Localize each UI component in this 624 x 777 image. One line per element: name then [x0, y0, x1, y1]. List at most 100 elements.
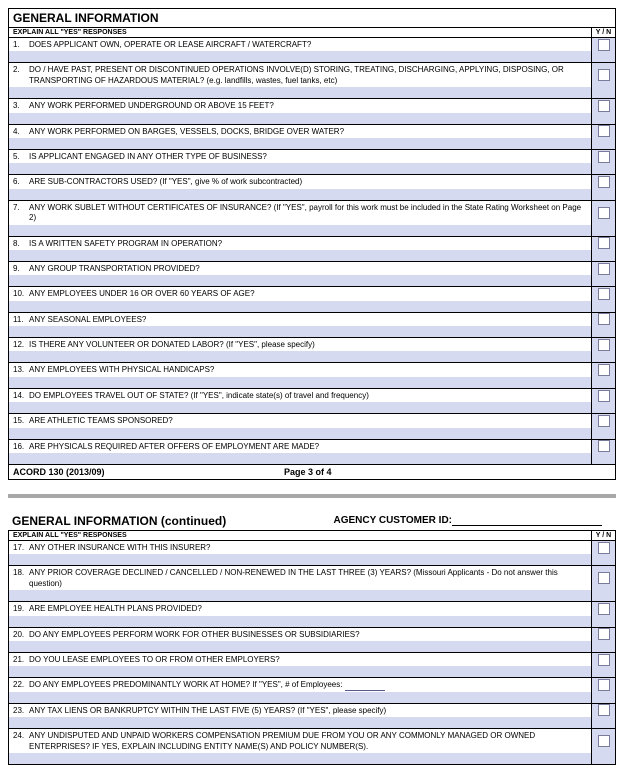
explain-label-2: EXPLAIN ALL "YES" RESPONSES: [9, 531, 591, 540]
question-number: 5.: [13, 152, 29, 162]
question-text: DO ANY EMPLOYEES PERFORM WORK FOR OTHER …: [29, 630, 587, 640]
question-row: 8.IS A WRITTEN SAFETY PROGRAM IN OPERATI…: [9, 237, 615, 262]
yn-checkbox[interactable]: [598, 440, 610, 452]
yn-checkbox[interactable]: [598, 364, 610, 376]
response-field[interactable]: [9, 616, 591, 627]
response-field[interactable]: [9, 692, 591, 703]
yn-checkbox[interactable]: [598, 603, 610, 615]
question-number: 18.: [13, 568, 29, 589]
response-field[interactable]: [9, 717, 591, 728]
question-text: DO YOU LEASE EMPLOYEES TO OR FROM OTHER …: [29, 655, 587, 665]
yn-checkbox[interactable]: [598, 654, 610, 666]
question-text: DOES APPLICANT OWN, OPERATE OR LEASE AIR…: [29, 40, 587, 50]
question-text: ANY EMPLOYEES UNDER 16 OR OVER 60 YEARS …: [29, 289, 587, 299]
response-field[interactable]: [9, 641, 591, 652]
yn-checkbox[interactable]: [598, 704, 610, 716]
question-row: 2.DO / HAVE PAST, PRESENT OR DISCONTINUE…: [9, 63, 615, 99]
question-number: 11.: [13, 315, 29, 325]
question-row: 9.ANY GROUP TRANSPORTATION PROVIDED?: [9, 262, 615, 287]
yn-checkbox[interactable]: [598, 263, 610, 275]
question-number: 3.: [13, 101, 29, 111]
question-text: IS APPLICANT ENGAGED IN ANY OTHER TYPE O…: [29, 152, 587, 162]
question-list-2: 17.ANY OTHER INSURANCE WITH THIS INSURER…: [9, 541, 615, 764]
response-field[interactable]: [9, 113, 591, 124]
question-text: ANY TAX LIENS OR BANKRUPTCY WITHIN THE L…: [29, 706, 587, 716]
question-row: 5.IS APPLICANT ENGAGED IN ANY OTHER TYPE…: [9, 150, 615, 175]
response-field[interactable]: [9, 666, 591, 677]
question-row: 16.ARE PHYSICALS REQUIRED AFTER OFFERS O…: [9, 440, 615, 464]
question-row: 18.ANY PRIOR COVERAGE DECLINED / CANCELL…: [9, 566, 615, 602]
question-text: ANY OTHER INSURANCE WITH THIS INSURER?: [29, 543, 587, 553]
question-number: 14.: [13, 391, 29, 401]
yn-checkbox[interactable]: [598, 125, 610, 137]
yn-checkbox[interactable]: [598, 390, 610, 402]
question-text: IS THERE ANY VOLUNTEER OR DONATED LABOR?…: [29, 340, 587, 350]
question-text: ARE PHYSICALS REQUIRED AFTER OFFERS OF E…: [29, 442, 587, 452]
yn-checkbox[interactable]: [598, 151, 610, 163]
question-row: 13.ANY EMPLOYEES WITH PHYSICAL HANDICAPS…: [9, 363, 615, 388]
yn-checkbox[interactable]: [598, 679, 610, 691]
yn-checkbox[interactable]: [598, 288, 610, 300]
question-text: ANY GROUP TRANSPORTATION PROVIDED?: [29, 264, 587, 274]
response-field[interactable]: [9, 301, 591, 312]
response-field[interactable]: [9, 753, 591, 764]
agency-customer-id-field[interactable]: [452, 525, 602, 526]
yn-checkbox[interactable]: [598, 339, 610, 351]
yn-checkbox[interactable]: [598, 237, 610, 249]
response-field[interactable]: [9, 326, 591, 337]
question-text: ANY EMPLOYEES WITH PHYSICAL HANDICAPS?: [29, 365, 587, 375]
agency-customer-id-label: AGENCY CUSTOMER ID:: [333, 515, 602, 528]
yn-checkbox[interactable]: [598, 542, 610, 554]
yn-checkbox[interactable]: [598, 415, 610, 427]
yn-checkbox[interactable]: [598, 69, 610, 81]
question-text: ARE ATHLETIC TEAMS SPONSORED?: [29, 416, 587, 426]
response-field[interactable]: [9, 351, 591, 362]
question-row: 11.ANY SEASONAL EMPLOYEES?: [9, 313, 615, 338]
yn-checkbox[interactable]: [598, 39, 610, 51]
response-field[interactable]: [9, 402, 591, 413]
question-row: 21.DO YOU LEASE EMPLOYEES TO OR FROM OTH…: [9, 653, 615, 678]
sub-header-2: EXPLAIN ALL "YES" RESPONSES Y / N: [9, 531, 615, 541]
question-number: 20.: [13, 630, 29, 640]
question-number: 16.: [13, 442, 29, 452]
question-number: 4.: [13, 127, 29, 137]
form-page-3: GENERAL INFORMATION EXPLAIN ALL "YES" RE…: [8, 8, 616, 480]
question-text: ANY SEASONAL EMPLOYEES?: [29, 315, 587, 325]
footer-page-number: Page 3 of 4: [284, 467, 332, 477]
yn-checkbox[interactable]: [598, 628, 610, 640]
employee-count-field[interactable]: [345, 690, 385, 691]
response-field[interactable]: [9, 189, 591, 200]
response-field[interactable]: [9, 51, 591, 62]
yn-checkbox[interactable]: [598, 176, 610, 188]
question-row: 17.ANY OTHER INSURANCE WITH THIS INSURER…: [9, 541, 615, 566]
response-field[interactable]: [9, 275, 591, 286]
response-field[interactable]: [9, 163, 591, 174]
question-number: 10.: [13, 289, 29, 299]
sub-header: EXPLAIN ALL "YES" RESPONSES Y / N: [9, 28, 615, 38]
response-field[interactable]: [9, 225, 591, 236]
yn-checkbox[interactable]: [598, 572, 610, 584]
response-field[interactable]: [9, 250, 591, 261]
response-field[interactable]: [9, 138, 591, 149]
question-number: 1.: [13, 40, 29, 50]
question-number: 15.: [13, 416, 29, 426]
response-field[interactable]: [9, 554, 591, 565]
response-field[interactable]: [9, 590, 591, 601]
question-number: 7.: [13, 203, 29, 224]
form-page-4-header: GENERAL INFORMATION (continued) AGENCY C…: [8, 512, 616, 531]
question-row: 10.ANY EMPLOYEES UNDER 16 OR OVER 60 YEA…: [9, 287, 615, 312]
response-field[interactable]: [9, 87, 591, 98]
response-field[interactable]: [9, 428, 591, 439]
question-text: ARE SUB-CONTRACTORS USED? (If "YES", giv…: [29, 177, 587, 187]
yn-column-header: Y / N: [591, 28, 615, 37]
yn-checkbox[interactable]: [598, 735, 610, 747]
question-text: ANY UNDISPUTED AND UNPAID WORKERS COMPEN…: [29, 731, 587, 752]
question-number: 17.: [13, 543, 29, 553]
question-row: 7.ANY WORK SUBLET WITHOUT CERTIFICATES O…: [9, 201, 615, 237]
yn-checkbox[interactable]: [598, 313, 610, 325]
yn-checkbox[interactable]: [598, 100, 610, 112]
response-field[interactable]: [9, 377, 591, 388]
response-field[interactable]: [9, 453, 591, 464]
question-number: 9.: [13, 264, 29, 274]
yn-checkbox[interactable]: [598, 207, 610, 219]
